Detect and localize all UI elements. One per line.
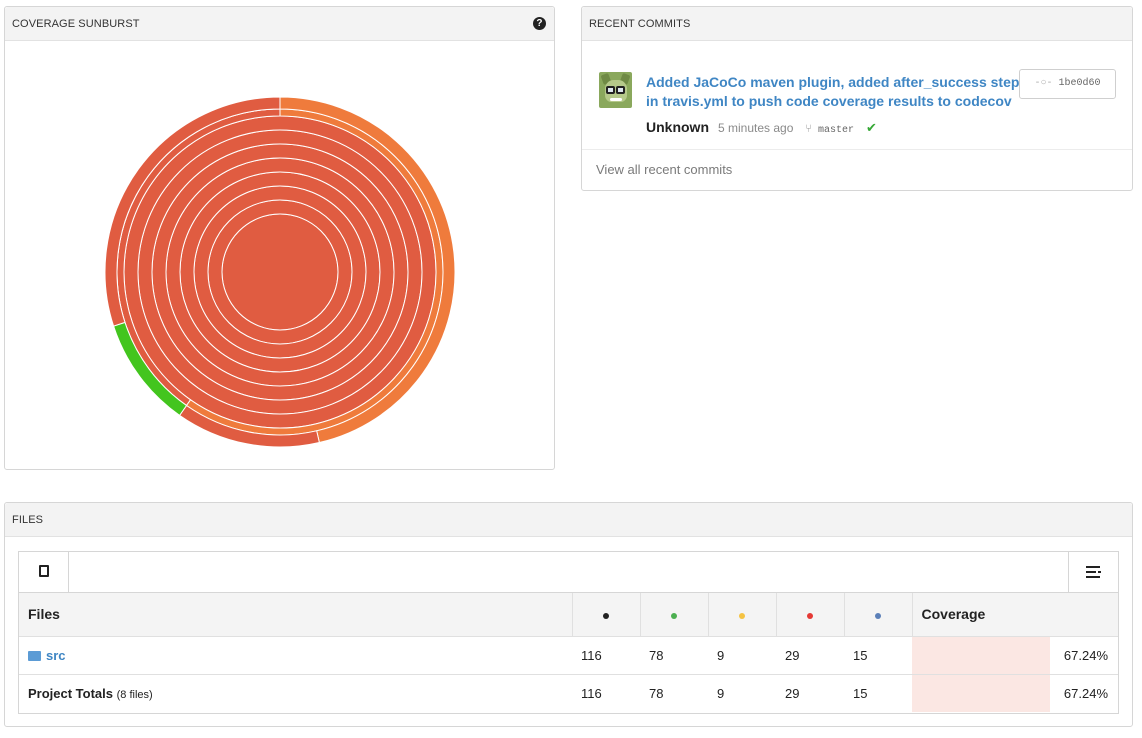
branch-icon: ⑂ <box>805 123 812 135</box>
dot-icon <box>807 613 813 620</box>
recent-commits-panel: RECENT COMMITS Added JaCoCo maven plugin… <box>581 6 1133 191</box>
dot-icon <box>875 613 881 620</box>
column-header-dot-1[interactable] <box>572 593 641 636</box>
cell-value: 29 <box>776 635 844 674</box>
panel-header: COVERAGE SUNBURST ? <box>5 7 554 41</box>
cell-value: 15 <box>844 673 912 712</box>
check-icon: ✔ <box>866 120 877 135</box>
dot-icon <box>739 613 745 620</box>
cell-value: 9 <box>708 635 776 674</box>
commit-message-link[interactable]: Added JaCoCo maven plugin, added after_s… <box>646 74 1020 109</box>
table-row[interactable]: src 116 78 9 29 15 67.24% <box>19 635 1118 674</box>
column-header-dot-2[interactable] <box>640 593 709 636</box>
divider <box>582 149 1132 150</box>
cell-value: 116 <box>572 635 640 674</box>
cell-value: 78 <box>640 635 708 674</box>
book-icon[interactable] <box>19 552 69 592</box>
question-circle-icon[interactable]: ? <box>533 17 546 30</box>
cell-value: 116 <box>572 673 640 712</box>
commit-branch[interactable]: master <box>818 125 855 136</box>
column-header-files[interactable]: Files <box>19 593 573 636</box>
commit-icon: -○- <box>1034 78 1053 89</box>
coverage-bar <box>912 635 1050 674</box>
files-coverage-table: Files Coverage src 116 78 9 29 15 <box>19 593 1118 712</box>
list-icon[interactable] <box>1068 552 1118 592</box>
totals-label-cell: Project Totals (8 files) <box>19 673 572 712</box>
totals-file-count: (8 files) <box>116 688 153 701</box>
panel-title: COVERAGE SUNBURST <box>12 18 140 30</box>
commit-sha: 1be0d60 <box>1058 78 1101 89</box>
files-toolbar <box>19 552 1118 593</box>
files-table: Files Coverage src 116 78 9 29 15 <box>18 551 1119 714</box>
column-header-dot-5[interactable] <box>844 593 913 636</box>
cell-value: 9 <box>708 673 776 712</box>
files-panel: FILES Files <box>4 502 1133 727</box>
file-cell: src <box>19 635 572 674</box>
coverage-value: 67.24% <box>1050 635 1118 674</box>
column-header-dot-4[interactable] <box>776 593 845 636</box>
totals-label: Project Totals <box>28 685 114 701</box>
table-header-row: Files Coverage <box>19 593 1118 636</box>
folder-icon <box>28 650 41 661</box>
avatar[interactable] <box>599 72 632 108</box>
panel-header: RECENT COMMITS <box>582 7 1132 41</box>
sunburst-center[interactable] <box>221 213 339 331</box>
dot-icon <box>671 613 677 620</box>
commit-meta: Unknown 5 minutes ago ⑂ master ✔ <box>646 119 877 137</box>
cell-value: 78 <box>640 673 708 712</box>
cell-value: 29 <box>776 673 844 712</box>
sunburst-segment[interactable] <box>104 96 281 327</box>
commit-time: 5 minutes ago <box>718 121 794 135</box>
sunburst-chart[interactable] <box>5 42 554 469</box>
coverage-bar <box>912 673 1050 712</box>
dot-icon <box>603 613 609 620</box>
commit-author: Unknown <box>646 119 709 135</box>
column-header-dot-3[interactable] <box>708 593 777 636</box>
cell-value: 15 <box>844 635 912 674</box>
panel-title: FILES <box>12 514 44 526</box>
totals-row: Project Totals (8 files) 116 78 9 29 15 … <box>19 673 1118 712</box>
panel-title: RECENT COMMITS <box>589 18 691 30</box>
commit-sha-button[interactable]: -○- 1be0d60 <box>1019 69 1116 99</box>
view-all-commits-link[interactable]: View all recent commits <box>596 162 733 177</box>
coverage-sunburst-panel: COVERAGE SUNBURST ? <box>4 6 555 470</box>
column-header-coverage[interactable]: Coverage <box>912 593 1118 636</box>
coverage-value: 67.24% <box>1050 673 1118 712</box>
folder-link-src[interactable]: src <box>46 647 66 663</box>
panel-header: FILES <box>5 503 1132 537</box>
